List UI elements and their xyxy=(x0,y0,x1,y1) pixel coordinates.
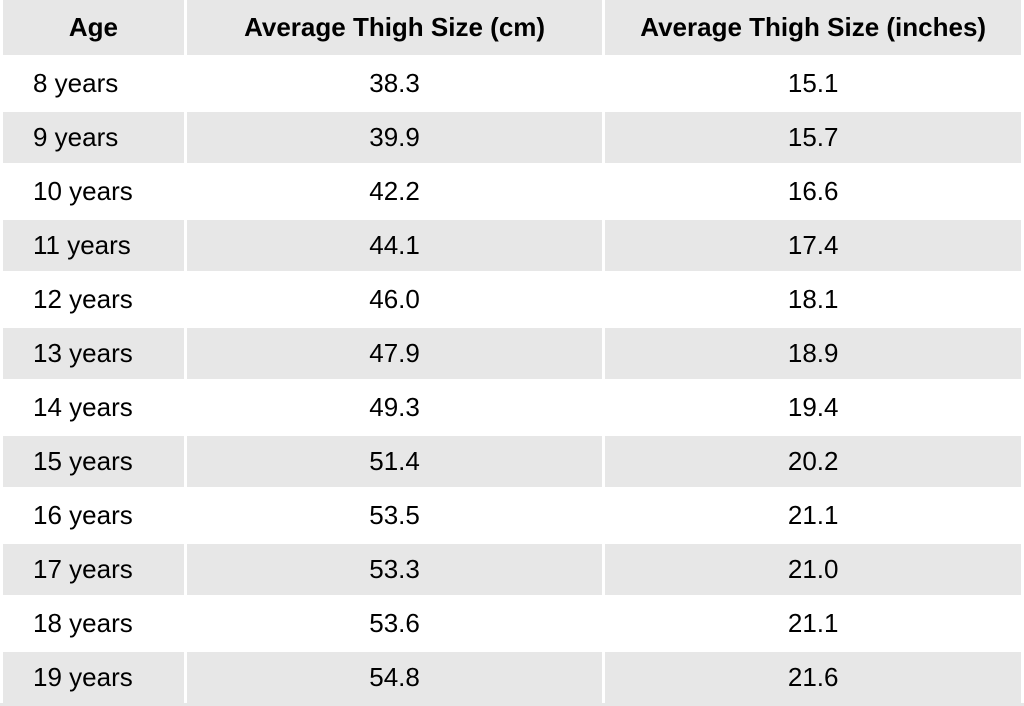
cell-age: 8 years xyxy=(2,57,186,111)
cell-age: 19 years xyxy=(2,651,186,705)
column-header-cm: Average Thigh Size (cm) xyxy=(185,0,604,57)
cell-age: 9 years xyxy=(2,111,186,165)
table-row: 8 years 38.3 15.1 xyxy=(2,57,1023,111)
cell-age: 18 years xyxy=(2,597,186,651)
thigh-size-table: Age Average Thigh Size (cm) Average Thig… xyxy=(0,0,1024,706)
table-row: 14 years 49.3 19.4 xyxy=(2,381,1023,435)
cell-inches: 21.0 xyxy=(604,543,1023,597)
column-header-inches: Average Thigh Size (inches) xyxy=(604,0,1023,57)
cell-cm: 44.1 xyxy=(185,219,604,273)
cell-cm: 38.3 xyxy=(185,57,604,111)
table-row: 11 years 44.1 17.4 xyxy=(2,219,1023,273)
cell-cm: 47.9 xyxy=(185,327,604,381)
cell-inches: 16.6 xyxy=(604,165,1023,219)
cell-cm: 42.2 xyxy=(185,165,604,219)
table-row: 18 years 53.6 21.1 xyxy=(2,597,1023,651)
table-row: 15 years 51.4 20.2 xyxy=(2,435,1023,489)
cell-cm: 49.3 xyxy=(185,381,604,435)
cell-cm: 54.8 xyxy=(185,651,604,705)
cell-age: 11 years xyxy=(2,219,186,273)
table-row: 13 years 47.9 18.9 xyxy=(2,327,1023,381)
cell-inches: 17.4 xyxy=(604,219,1023,273)
cell-cm: 51.4 xyxy=(185,435,604,489)
cell-inches: 21.1 xyxy=(604,597,1023,651)
table-row: 10 years 42.2 16.6 xyxy=(2,165,1023,219)
cell-inches: 21.1 xyxy=(604,489,1023,543)
cell-inches: 21.6 xyxy=(604,651,1023,705)
cell-inches: 19.4 xyxy=(604,381,1023,435)
cell-cm: 53.5 xyxy=(185,489,604,543)
cell-cm: 53.6 xyxy=(185,597,604,651)
cell-age: 12 years xyxy=(2,273,186,327)
cell-inches: 18.1 xyxy=(604,273,1023,327)
column-header-age: Age xyxy=(2,0,186,57)
table-row: 16 years 53.5 21.1 xyxy=(2,489,1023,543)
cell-age: 16 years xyxy=(2,489,186,543)
cell-inches: 18.9 xyxy=(604,327,1023,381)
cell-inches: 20.2 xyxy=(604,435,1023,489)
cell-age: 10 years xyxy=(2,165,186,219)
cell-age: 17 years xyxy=(2,543,186,597)
cell-cm: 39.9 xyxy=(185,111,604,165)
cell-cm: 53.3 xyxy=(185,543,604,597)
cell-age: 15 years xyxy=(2,435,186,489)
table-row: 17 years 53.3 21.0 xyxy=(2,543,1023,597)
cell-age: 14 years xyxy=(2,381,186,435)
table-row: 9 years 39.9 15.7 xyxy=(2,111,1023,165)
cell-cm: 46.0 xyxy=(185,273,604,327)
table-row: 19 years 54.8 21.6 xyxy=(2,651,1023,705)
table-header-row: Age Average Thigh Size (cm) Average Thig… xyxy=(2,0,1023,57)
cell-inches: 15.7 xyxy=(604,111,1023,165)
cell-age: 13 years xyxy=(2,327,186,381)
table-row: 12 years 46.0 18.1 xyxy=(2,273,1023,327)
cell-inches: 15.1 xyxy=(604,57,1023,111)
